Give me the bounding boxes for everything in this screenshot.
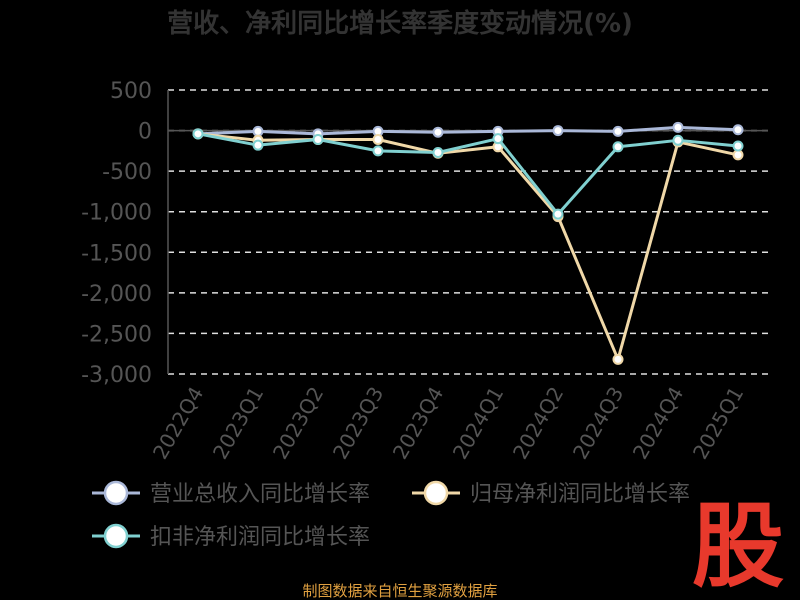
y-axis-ticks: 500 0 -500 -1,000 -1,500 -2,000 -2,500 -3,000 — [81, 79, 152, 388]
x-tick-label: 2024Q3 — [568, 383, 628, 464]
legend-marker — [423, 480, 449, 506]
stamp-logo: 股 — [692, 493, 784, 600]
x-tick-label: 2022Q4 — [148, 383, 208, 464]
y-tick-label: -1,500 — [81, 241, 152, 266]
x-axis-ticks: 2022Q4 2023Q1 2023Q2 2023Q3 2023Q4 2024Q1 2024… — [148, 383, 748, 464]
legend-item[interactable]: 扣非净利润同比增长率 — [92, 523, 370, 550]
data-point[interactable] — [552, 125, 564, 137]
y-tick-label: -3,000 — [81, 363, 152, 388]
series-2 — [192, 128, 744, 365]
data-point[interactable] — [552, 208, 564, 220]
data-point[interactable] — [372, 133, 384, 145]
legend-marker — [103, 480, 129, 506]
y-tick-label: -2,500 — [81, 322, 152, 347]
legend-label: 扣非净利润同比增长率 — [150, 525, 370, 550]
y-tick-label: 500 — [110, 79, 152, 104]
source-note: 制图数据来自恒生聚源数据库 — [302, 582, 497, 600]
series-3 — [192, 128, 744, 220]
x-tick-label: 2025Q1 — [688, 383, 748, 464]
legend-item[interactable]: 归母净利润同比增长率 — [412, 480, 690, 507]
data-point[interactable] — [492, 133, 504, 145]
data-point[interactable] — [432, 146, 444, 158]
x-tick-label: 2024Q1 — [448, 383, 508, 464]
chart-title: 营收、净利同比增长率季度变动情况(%) — [167, 8, 633, 39]
data-point[interactable] — [732, 140, 744, 152]
legend-marker — [103, 523, 129, 549]
data-point[interactable] — [612, 125, 624, 137]
data-point[interactable] — [252, 139, 264, 151]
y-tick-label: -500 — [102, 160, 152, 185]
x-tick-label: 2024Q2 — [508, 383, 568, 464]
data-point[interactable] — [432, 126, 444, 138]
y-tick-label: 0 — [138, 120, 152, 145]
x-tick-label: 2023Q2 — [268, 383, 328, 464]
series-line — [197, 125, 739, 136]
series-line — [197, 132, 739, 361]
data-point[interactable] — [252, 125, 264, 137]
data-point[interactable] — [672, 134, 684, 146]
legend-label: 归母净利润同比增长率 — [470, 482, 690, 507]
data-point[interactable] — [312, 133, 324, 145]
data-point[interactable] — [732, 124, 744, 136]
x-tick-label: 2023Q3 — [328, 383, 388, 464]
legend-label: 营业总收入同比增长率 — [150, 482, 370, 507]
data-point[interactable] — [372, 145, 384, 157]
series — [192, 121, 744, 365]
data-point[interactable] — [612, 141, 624, 153]
y-tick-label: -1,000 — [81, 201, 152, 226]
x-tick-label: 2024Q4 — [628, 383, 688, 464]
data-point[interactable] — [192, 128, 204, 140]
x-tick-label: 2023Q1 — [208, 383, 268, 464]
series-line — [197, 132, 739, 216]
legend-item[interactable]: 营业总收入同比增长率 — [92, 480, 370, 507]
data-point[interactable] — [732, 149, 744, 161]
y-tick-label: -2,000 — [81, 282, 152, 307]
x-tick-label: 2023Q4 — [388, 383, 448, 464]
data-point[interactable] — [612, 353, 624, 365]
data-point[interactable] — [672, 121, 684, 133]
